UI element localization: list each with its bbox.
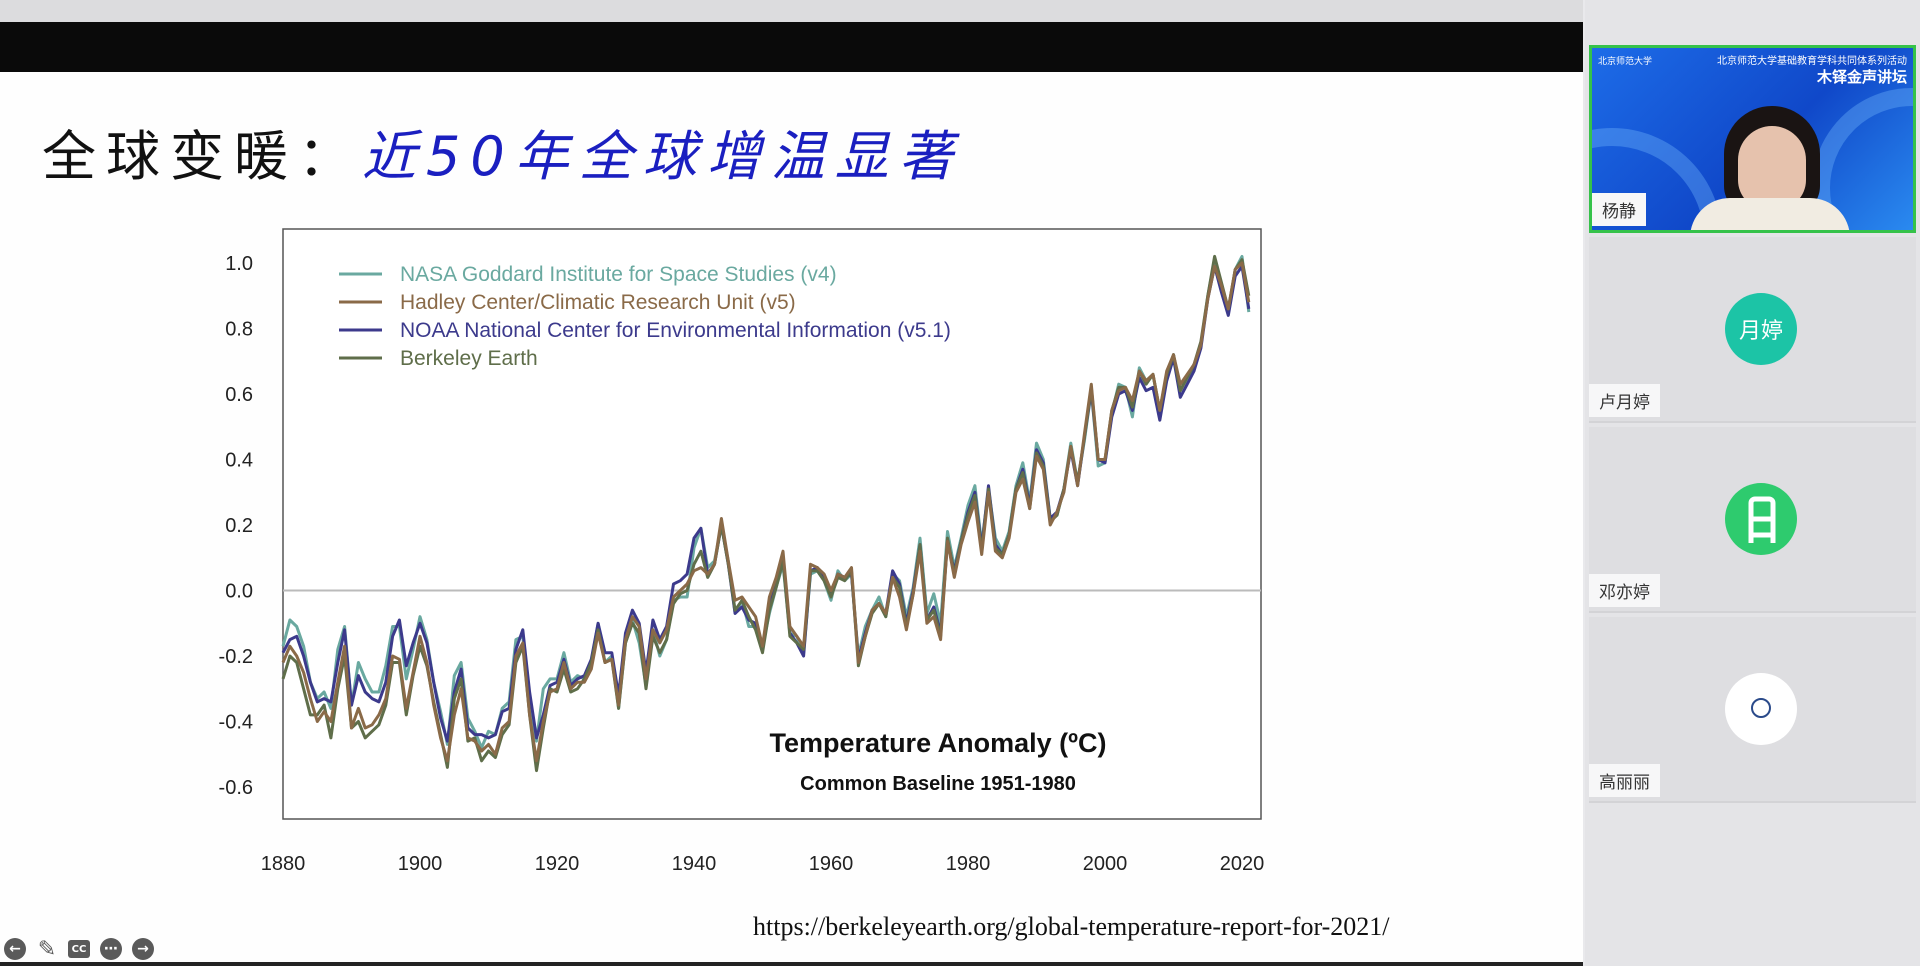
x-tick-label: 1960: [809, 853, 854, 875]
x-tick-label: 1900: [398, 853, 443, 875]
y-tick-label: -0.2: [219, 646, 253, 668]
y-tick-label: 0.8: [225, 319, 253, 341]
x-tick-label: 2020: [1220, 853, 1265, 875]
y-tick-label: 0.4: [225, 450, 253, 472]
university-logo: 北京师范大学: [1598, 57, 1653, 67]
slide-header-bar: [0, 22, 1583, 72]
y-tick-label: 0.6: [225, 384, 253, 406]
legend-label: Hadley Center/Climatic Research Unit (v5…: [400, 291, 796, 314]
seal-icon: [1751, 698, 1771, 718]
participant-name: 卢月婷: [1589, 384, 1660, 417]
y-tick-label: 0.2: [225, 515, 253, 537]
slide-title-highlight: 近50年全球增温显著: [362, 125, 963, 188]
previous-slide-button[interactable]: ←: [4, 938, 26, 960]
x-tick-label: 1920: [535, 853, 580, 875]
video-banner-line2: 木铎金声讲坛: [1816, 68, 1907, 86]
y-tick-label: 0.0: [225, 581, 253, 603]
participant-tile-speaker[interactable]: 北京师范大学 北京师范大学基础教育学科共同体系列活动 木铎金声讲坛 杨静: [1589, 45, 1916, 233]
source-link[interactable]: https://berkeleyearth.org/global-tempera…: [753, 912, 1390, 941]
participant-name: 杨静: [1592, 193, 1646, 226]
more-options-button[interactable]: ⋯: [100, 938, 122, 960]
bottom-divider: [0, 962, 1583, 966]
video-banner-line1: 北京师范大学基础教育学科共同体系列活动: [1717, 56, 1907, 67]
participant-tile[interactable]: 高丽丽: [1589, 617, 1916, 803]
university-seal-avatar: [1725, 673, 1797, 745]
slide-title-main: 全球变暖：: [42, 125, 362, 188]
series-line-1: [281, 261, 1251, 763]
plot-frame: [282, 228, 1262, 820]
participant-name: 邓亦婷: [1589, 574, 1660, 607]
chart-title: Temperature Anomaly (ºC): [770, 728, 1107, 758]
participant-tile[interactable]: 邓亦婷: [1589, 427, 1916, 613]
legend-label: NASA Goddard Institute for Space Studies…: [400, 263, 837, 286]
x-tick-label: 1940: [672, 853, 717, 875]
slide-title: 全球变暖：近50年全球增温显著: [42, 112, 963, 191]
temperature-anomaly-chart: 1.0 0.8 0.6 0.4 0.2 0.0 -0.2 -0.4 -0.6 1880 1900 1…: [219, 228, 1265, 875]
captions-button[interactable]: CC: [68, 940, 90, 958]
x-tick-label: 1980: [946, 853, 991, 875]
x-tick-label: 2000: [1083, 853, 1128, 875]
y-tick-label: 1.0: [225, 253, 253, 275]
chart-subtitle: Common Baseline 1951-1980: [800, 773, 1076, 795]
presentation-slide: 全球变暖：近50年全球增温显著 1.0 0.8 0.6 0.4 0.2 0.0 -0.2 -0…: [0, 72, 1583, 963]
y-tick-label: -0.6: [219, 777, 253, 799]
next-slide-button[interactable]: →: [132, 938, 154, 960]
avatar: 月婷: [1725, 293, 1797, 365]
avatar-icon: [1725, 483, 1797, 555]
speaker-video-body: [1690, 198, 1850, 230]
legend-label: NOAA National Center for Environmental I…: [400, 319, 951, 342]
participants-panel: 北京师范大学 北京师范大学基础教育学科共同体系列活动 木铎金声讲坛 杨静 月婷 …: [1585, 0, 1920, 966]
slideshow-controls: ← ✎ CC ⋯ →: [4, 936, 154, 962]
legend-label: Berkeley Earth: [400, 347, 538, 370]
window-top-bar: [0, 0, 1583, 22]
x-tick-label: 1880: [261, 853, 306, 875]
participant-tile[interactable]: 月婷 卢月婷: [1589, 237, 1916, 423]
participant-name: 高丽丽: [1589, 764, 1660, 797]
y-tick-label: -0.4: [219, 712, 253, 734]
speaker-video-face: [1738, 126, 1806, 210]
pen-tool-button[interactable]: ✎: [37, 936, 57, 962]
